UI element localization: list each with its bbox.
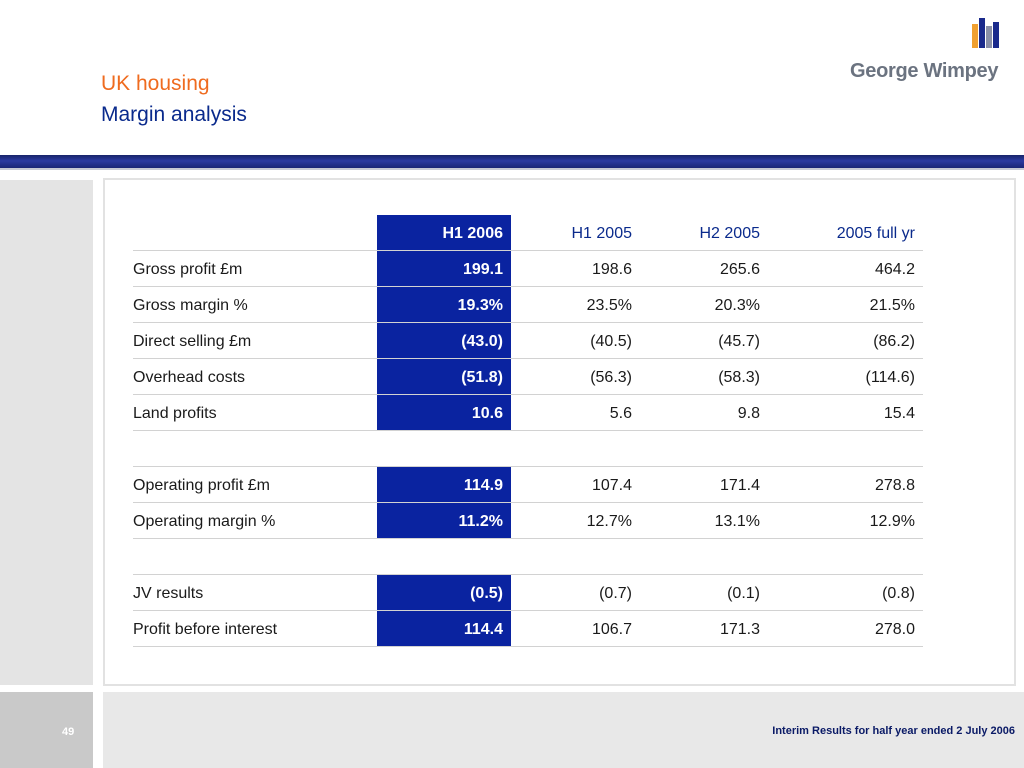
- page-number: 49: [62, 726, 75, 738]
- value-h2-2005: (45.7): [718, 333, 760, 350]
- table-row: Land profits 10.6 5.6 9.8 15.4: [133, 395, 923, 431]
- value-h2-2005: 13.1%: [714, 513, 760, 530]
- footer-right-panel: [103, 692, 1024, 768]
- value-h1-2005: 107.4: [591, 477, 632, 494]
- value-h1-2005: (56.3): [590, 369, 632, 386]
- value-h1-2006: 114.4: [377, 611, 511, 646]
- row-label: Operating profit £m: [133, 477, 270, 494]
- value-h2-2005: (58.3): [718, 369, 760, 386]
- value-h1-2006: (51.8): [377, 359, 511, 394]
- value-2005-full-yr: (114.6): [865, 369, 915, 386]
- value-h1-2005: (40.5): [590, 333, 632, 350]
- value-h1-2005: (0.7): [599, 585, 632, 602]
- table-header-row: H1 2006 H1 2005 H2 2005 2005 full yr: [133, 215, 923, 251]
- value-2005-full-yr: 15.4: [883, 405, 915, 422]
- value-h1-2006: 19.3%: [377, 287, 511, 322]
- table-row: JV results (0.5) (0.7) (0.1) (0.8): [133, 575, 923, 611]
- content-panel: [103, 178, 1016, 686]
- table-row: Profit before interest 114.4 106.7 171.3…: [133, 611, 923, 647]
- value-2005-full-yr: 278.0: [874, 621, 915, 638]
- col-header-h1-2005: H1 2005: [571, 225, 633, 242]
- value-h1-2005: 12.7%: [586, 513, 632, 530]
- table-row: Gross margin % 19.3% 23.5% 20.3% 21.5%: [133, 287, 923, 323]
- value-h2-2005: 20.3%: [714, 297, 760, 314]
- col-header-h1-2006: H1 2006: [377, 215, 511, 250]
- value-2005-full-yr: 21.5%: [869, 297, 915, 314]
- row-label: Gross profit £m: [133, 261, 243, 278]
- row-label: Operating margin %: [133, 513, 276, 530]
- left-panel: [0, 180, 93, 685]
- table-spacer-row: [133, 539, 923, 575]
- value-h1-2006: (43.0): [377, 323, 511, 358]
- logo-wordmark: George Wimpey: [850, 60, 999, 82]
- row-label: Overhead costs: [133, 369, 246, 386]
- value-h2-2005: 265.6: [719, 261, 760, 278]
- value-h2-2005: (0.1): [727, 585, 760, 602]
- table-row: Operating margin % 11.2% 12.7% 13.1% 12.…: [133, 503, 923, 539]
- table-row: Overhead costs (51.8) (56.3) (58.3) (114…: [133, 359, 923, 395]
- table-row: Operating profit £m 114.9 107.4 171.4 27…: [133, 467, 923, 503]
- row-label: JV results: [133, 585, 204, 602]
- value-h1-2005: 198.6: [591, 261, 632, 278]
- row-label: Gross margin %: [133, 297, 248, 314]
- value-h1-2005: 106.7: [591, 621, 632, 638]
- value-h2-2005: 171.4: [719, 477, 760, 494]
- value-2005-full-yr: (86.2): [873, 333, 915, 350]
- value-h1-2005: 23.5%: [586, 297, 632, 314]
- col-header-h2-2005: H2 2005: [699, 225, 761, 242]
- table-row: Gross profit £m 199.1 198.6 265.6 464.2: [133, 251, 923, 287]
- margin-table: H1 2006 H1 2005 H2 2005 2005 full yr Gro…: [133, 215, 923, 647]
- value-2005-full-yr: 12.9%: [869, 513, 915, 530]
- value-h1-2006: 11.2%: [377, 503, 511, 538]
- table-spacer-row: [133, 431, 923, 467]
- col-header-2005-full-yr: 2005 full yr: [836, 225, 915, 242]
- value-2005-full-yr: 278.8: [874, 477, 915, 494]
- value-2005-full-yr: (0.8): [882, 585, 915, 602]
- page-subtitle: Margin analysis: [101, 103, 247, 126]
- header-band-shadow: [0, 168, 1024, 170]
- row-label: Land profits: [133, 405, 217, 422]
- value-h1-2006: (0.5): [377, 575, 511, 610]
- row-label: Profit before interest: [133, 621, 278, 638]
- value-h1-2005: 5.6: [609, 405, 632, 422]
- logo-mark-icon: [972, 18, 999, 48]
- value-h2-2005: 171.3: [719, 621, 760, 638]
- table-row: Direct selling £m (43.0) (40.5) (45.7) (…: [133, 323, 923, 359]
- footer-caption: Interim Results for half year ended 2 Ju…: [772, 725, 1015, 737]
- value-h1-2006: 114.9: [377, 467, 511, 502]
- value-h2-2005: 9.8: [737, 405, 760, 422]
- value-2005-full-yr: 464.2: [874, 261, 915, 278]
- header-band: [0, 155, 1024, 168]
- row-label: Direct selling £m: [133, 333, 252, 350]
- page-title: UK housing: [101, 72, 210, 95]
- value-h1-2006: 10.6: [377, 395, 511, 430]
- company-logo: George Wimpey: [848, 16, 1008, 82]
- footer-left-panel: [0, 692, 93, 768]
- value-h1-2006: 199.1: [377, 251, 511, 286]
